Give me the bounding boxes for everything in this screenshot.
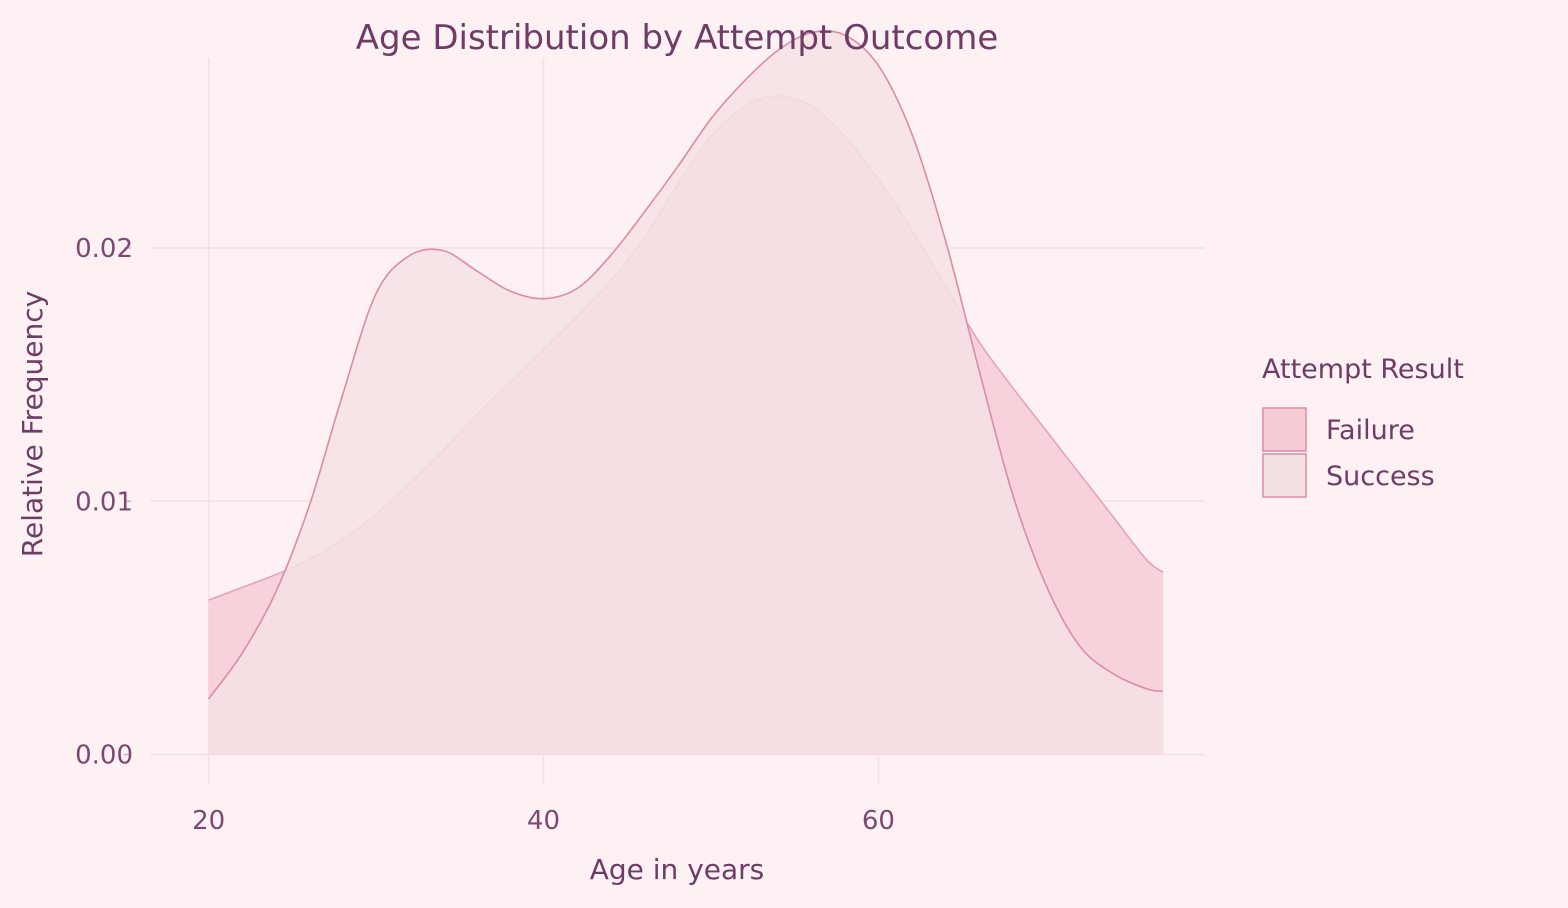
legend-label-failure: Failure [1326, 415, 1415, 446]
density-area-success [208, 30, 1164, 755]
y-tick-label-1: 0.01 [75, 487, 133, 517]
y-tick-label-0: 0.00 [75, 741, 133, 771]
legend: Attempt Result Failure Success [1262, 354, 1464, 498]
x-tick-label-0: 20 [192, 806, 225, 836]
y-axis-label: Relative Frequency [16, 291, 49, 557]
x-axis-label: Age in years [590, 853, 765, 886]
chart-title: Age Distribution by Attempt Outcome [356, 18, 999, 58]
legend-label-success: Success [1326, 461, 1435, 492]
density-areas [207, 30, 1164, 755]
x-tick-label-2: 60 [862, 806, 895, 836]
x-tick-label-1: 40 [527, 806, 560, 836]
y-axis: 0.00 0.01 0.02 [75, 234, 133, 771]
legend-swatch-failure [1262, 407, 1307, 452]
legend-swatch-success [1262, 453, 1307, 498]
x-axis: 20 40 60 [192, 806, 895, 836]
y-tick-label-2: 0.02 [75, 234, 133, 264]
density-line-success [207, 30, 1164, 700]
legend-title: Attempt Result [1262, 354, 1464, 385]
